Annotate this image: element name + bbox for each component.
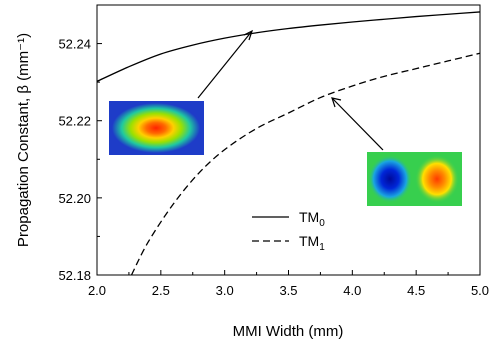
tm0-mode-profile-inset (109, 101, 204, 155)
legend-label: TM0 (299, 209, 325, 229)
x-tick-label: 3.0 (216, 283, 234, 298)
series-line-tm1 (130, 52, 480, 275)
x-tick-label: 4.5 (407, 283, 425, 298)
x-tick-label: 3.5 (279, 283, 297, 298)
series-line-tm0 (97, 11, 480, 82)
tm1-arrowhead (331, 97, 342, 108)
tm0-arrow (197, 30, 253, 99)
x-tick-label: 4.0 (343, 283, 361, 298)
legend-label-subscript: 0 (319, 218, 325, 229)
legend-label-base: TM (299, 209, 319, 225)
legend-label-subscript: 1 (319, 242, 325, 253)
y-axis-ticks: 52.18 52.20 52.22 52.24 (58, 37, 102, 283)
y-tick-label: 52.22 (58, 114, 91, 129)
y-axis-title: Propagation Constant, β (mm⁻¹) (15, 33, 32, 247)
legend-label: TM1 (299, 233, 325, 253)
y-tick-label: 52.18 (58, 268, 91, 283)
annotation-arrows (197, 29, 384, 151)
x-axis-ticks: 2.0 2.5 3.0 3.5 4.0 4.5 5.0 (88, 270, 489, 298)
tm1-mode-profile-inset (367, 152, 462, 206)
y-tick-label: 52.20 (58, 191, 91, 206)
tm0-arrowhead (243, 29, 254, 41)
x-tick-label: 2.0 (88, 283, 106, 298)
y-tick-label: 52.24 (58, 37, 91, 52)
series-layer (97, 11, 480, 275)
x-tick-label: 5.0 (471, 283, 489, 298)
x-tick-label: 2.5 (152, 283, 170, 298)
legend-label-base: TM (299, 233, 319, 249)
x-axis-title: MMI Width (mm) (233, 323, 344, 340)
tm1-arrow (331, 97, 384, 151)
